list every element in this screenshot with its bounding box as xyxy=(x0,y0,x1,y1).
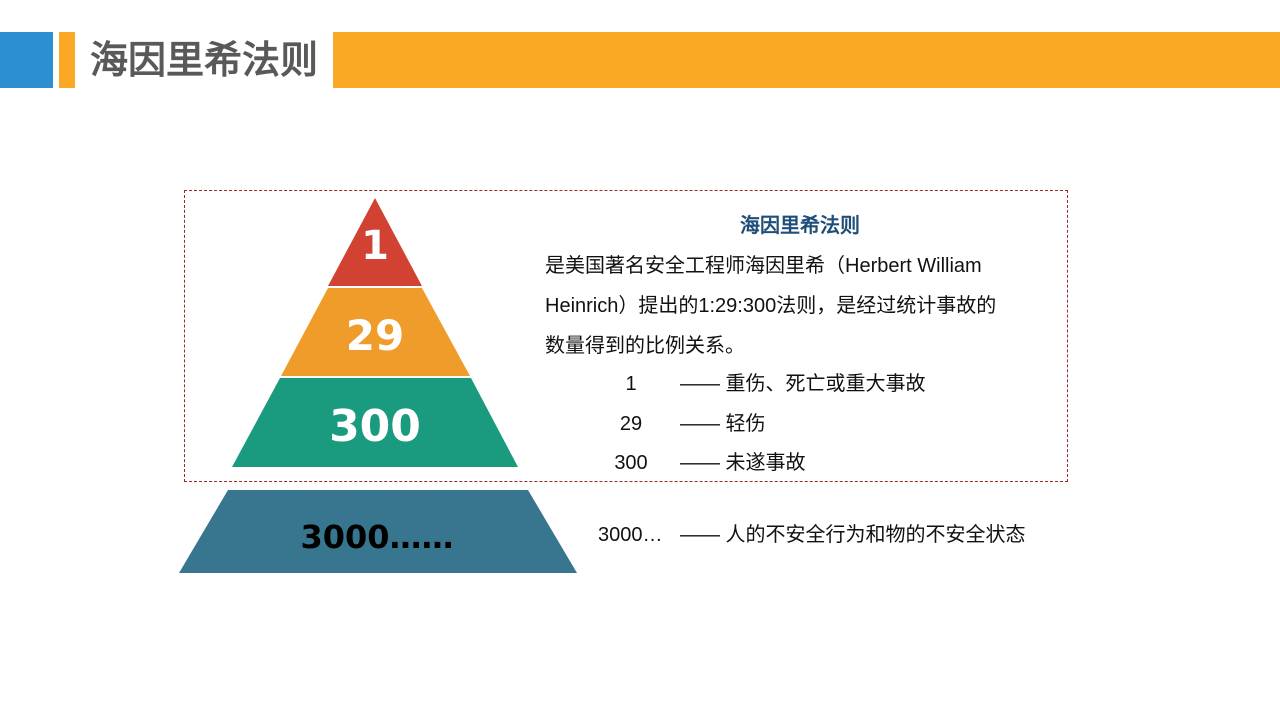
description-subtitle: 海因里希法则 xyxy=(740,215,860,237)
description-line: 是美国著名安全工程师海因里希（Herbert William xyxy=(545,255,982,277)
legend-text: —— 未遂事故 xyxy=(680,452,806,474)
description-line: 数量得到的比例关系。 xyxy=(545,335,745,357)
legend-number: 300 xyxy=(614,452,648,474)
pyramid-level-300 xyxy=(232,378,518,467)
legend-row: 29 —— 轻伤 xyxy=(0,404,1280,444)
legend-text: —— 人的不安全行为和物的不安全状态 xyxy=(680,524,1026,546)
legend-number: 3000… xyxy=(598,524,663,546)
header-orange-bar xyxy=(333,32,1280,88)
legend-number: 1 xyxy=(625,373,637,395)
pyramid-label-300: 300 xyxy=(329,401,421,452)
description-line: Heinrich）提出的1:29:300法则，是经过统计事故的 xyxy=(545,295,997,317)
header-orange-tab xyxy=(59,32,75,88)
header-blue-block xyxy=(0,32,53,88)
legend-row: 1 —— 重伤、死亡或重大事故 xyxy=(0,364,1280,404)
dashed-frame xyxy=(184,190,1068,482)
page-title: 海因里希法则 xyxy=(90,38,319,82)
pyramid-label-1: 1 xyxy=(361,223,389,269)
legend-row: 300 —— 未遂事故 xyxy=(0,443,1280,483)
legend-number: 29 xyxy=(619,413,643,435)
pyramid-level-29 xyxy=(281,288,470,376)
pyramid-level-1 xyxy=(328,198,422,286)
pyramid-level-3000 xyxy=(179,490,577,573)
pyramid-label-3000: 3000…… xyxy=(300,518,453,556)
pyramid-label-29: 29 xyxy=(346,311,404,360)
legend-row: 3000… —— 人的不安全行为和物的不安全状态 xyxy=(0,515,1280,555)
legend-text: —— 重伤、死亡或重大事故 xyxy=(680,373,926,395)
legend-text: —— 轻伤 xyxy=(680,413,766,435)
